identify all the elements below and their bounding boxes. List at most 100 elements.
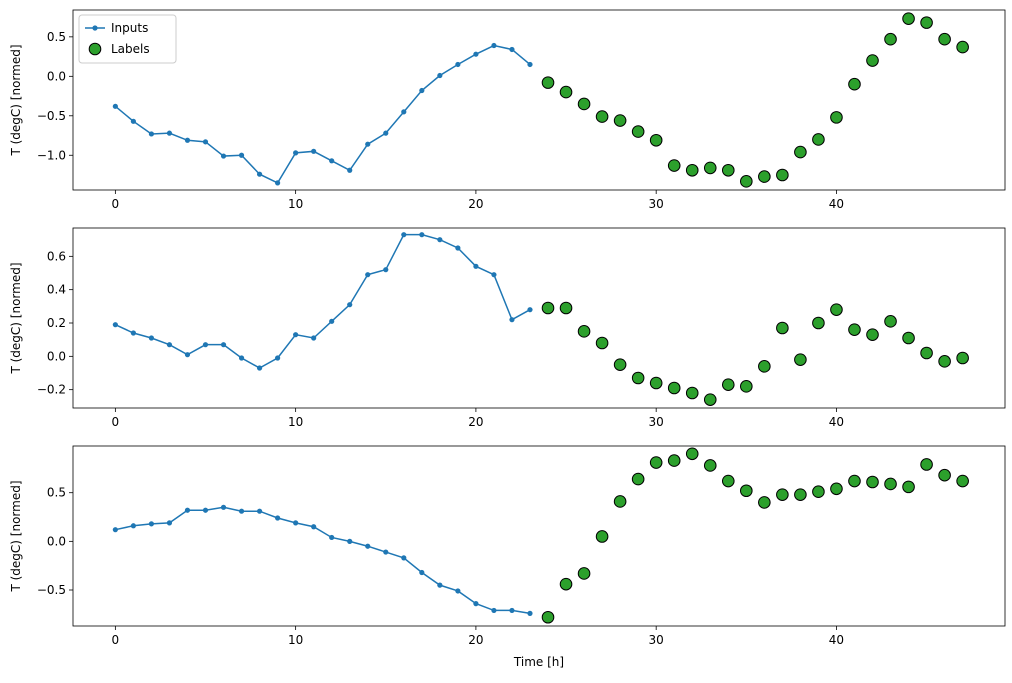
x-tick-label: 10 [288,197,303,211]
x-axis-label: Time [h] [513,655,564,669]
labels-point [703,393,717,406]
x-tick-label: 20 [468,415,483,429]
legend-inputs-label: Inputs [111,21,148,35]
inputs-point [473,51,479,57]
inputs-point [166,130,173,136]
labels-point [776,321,789,335]
labels-point [884,32,897,46]
labels-point [956,40,969,54]
inputs-point [383,549,389,555]
inputs-line [114,44,531,184]
x-tick-label: 10 [288,415,303,429]
labels-point [595,110,609,123]
inputs-point [401,232,407,238]
labels-point [577,567,591,580]
inputs-point [256,171,263,177]
y-tick-label: −0.2 [37,383,66,397]
inputs-point [130,330,136,336]
labels-point [541,610,555,624]
y-tick-label: 0.5 [47,30,66,44]
inputs-point [401,555,407,561]
labels-point [613,495,627,508]
x-tick-label: 40 [829,415,844,429]
labels-point [866,328,879,341]
labels-point [920,16,933,29]
inputs-point [527,610,533,616]
labels-point [812,133,825,146]
inputs-point [238,152,245,158]
y-tick-label: 0.2 [47,316,66,330]
legend-inputs-marker-icon [92,25,98,31]
labels-point [631,125,645,138]
inputs-point [473,263,479,269]
inputs-point [347,302,353,308]
x-tick-label: 30 [649,197,664,211]
labels-point [577,97,591,111]
inputs-point [220,342,227,348]
inputs-point [401,109,407,115]
labels-point [902,12,915,25]
y-tick-label: −1.0 [37,148,66,162]
labels-point [685,163,699,177]
x-tick-label: 20 [468,633,483,647]
legend-labels-marker-icon [88,42,102,56]
inputs-point [184,137,191,143]
labels-point [721,378,735,391]
inputs-point [112,322,118,328]
labels-point [721,163,735,177]
labels-point [703,459,717,472]
labels-point [902,331,915,345]
inputs-point [311,524,317,530]
labels-point [631,472,645,486]
labels-point [866,54,879,67]
labels-point [667,381,681,395]
inputs-point [220,153,227,159]
labels-point [938,355,951,368]
inputs-point [166,520,173,526]
labels-point [758,360,771,373]
subplot-3: 0 10 20 30 40 −0.5 0.0 0.5 T (degC) [normed] Time… [9,445,1006,669]
inputs-point [509,46,515,53]
labels-point [685,447,699,461]
inputs-point [455,61,461,68]
subplot-2: 0 10 20 30 40 −0.2 0.0 0.2 0.4 0.6 T (degC) [norme… [9,227,1006,429]
inputs-point [365,272,371,278]
labels-point [740,175,753,188]
labels-point [721,474,735,488]
inputs-point [437,237,443,243]
labels-point [848,474,861,488]
inputs-point [491,272,497,278]
x-tick-label: 0 [112,633,120,647]
labels-point [848,323,861,336]
x-tick-label: 30 [649,415,664,429]
labels-point [649,376,663,390]
labels-point [956,474,969,488]
labels-point [920,458,933,471]
x-tick-label: 30 [649,633,664,647]
labels-point [631,371,645,385]
inputs-point [130,523,136,529]
labels-point [884,315,897,328]
inputs-point [293,520,299,526]
inputs-point [329,534,335,541]
labels-point [559,85,573,99]
labels-point [613,358,627,371]
inputs-point [491,607,497,614]
inputs-point [311,148,317,154]
labels-point [812,316,825,330]
inputs-point [275,515,281,521]
labels-point [776,168,789,182]
inputs-point [365,141,371,147]
labels-point [830,111,843,124]
inputs-line [115,233,531,369]
labels-point [938,32,951,46]
inputs-point [275,355,281,361]
y-tick-label: −0.5 [37,109,66,123]
inputs-point [437,582,443,588]
axes-frame [72,9,1006,191]
x-tick-label: 40 [829,633,844,647]
inputs-point [527,307,533,313]
inputs-point [419,232,425,238]
y-tick-label: 0.0 [47,534,66,548]
